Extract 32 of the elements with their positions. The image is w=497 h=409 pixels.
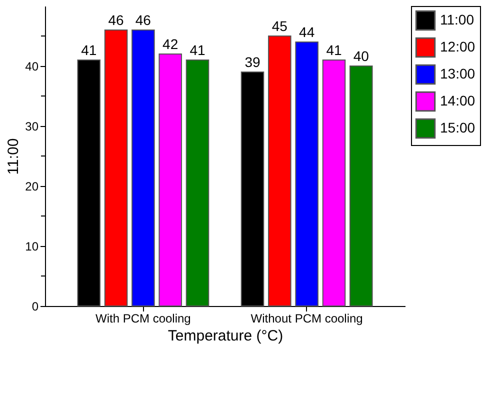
legend-label: 15:00 (440, 120, 476, 136)
data-label: 41 (81, 42, 97, 58)
bar (186, 60, 210, 306)
y-axis-title: 11:00 (5, 138, 22, 175)
bar (104, 30, 128, 306)
bar (295, 42, 318, 306)
y-tick-label: 30 (25, 120, 39, 134)
data-label: 41 (190, 42, 206, 58)
data-label: 46 (108, 12, 124, 28)
bar (350, 66, 373, 306)
x-tick-label: With PCM cooling (95, 312, 191, 326)
data-label: 39 (244, 54, 260, 70)
legend-label: 12:00 (440, 38, 476, 54)
legend-label: 11:00 (440, 12, 474, 28)
legend-label: 13:00 (440, 66, 476, 82)
data-label: 41 (326, 42, 342, 58)
data-label: 40 (353, 48, 370, 64)
data-label: 46 (135, 12, 152, 28)
bar (268, 36, 292, 306)
y-tick-label: 40 (25, 60, 39, 74)
y-tick-label: 0 (32, 300, 39, 314)
data-label: 44 (299, 24, 315, 40)
x-tick-label: Without PCM cooling (250, 312, 363, 326)
y-tick-label: 20 (25, 180, 39, 194)
y-tick-label: 10 (25, 240, 39, 254)
legend-label: 14:00 (440, 92, 476, 108)
data-label: 45 (272, 18, 288, 34)
data-label: 42 (162, 36, 178, 52)
bar (322, 60, 346, 306)
bar (158, 54, 182, 306)
bar (132, 30, 155, 306)
x-axis-title: Temperature (°C) (168, 328, 284, 344)
